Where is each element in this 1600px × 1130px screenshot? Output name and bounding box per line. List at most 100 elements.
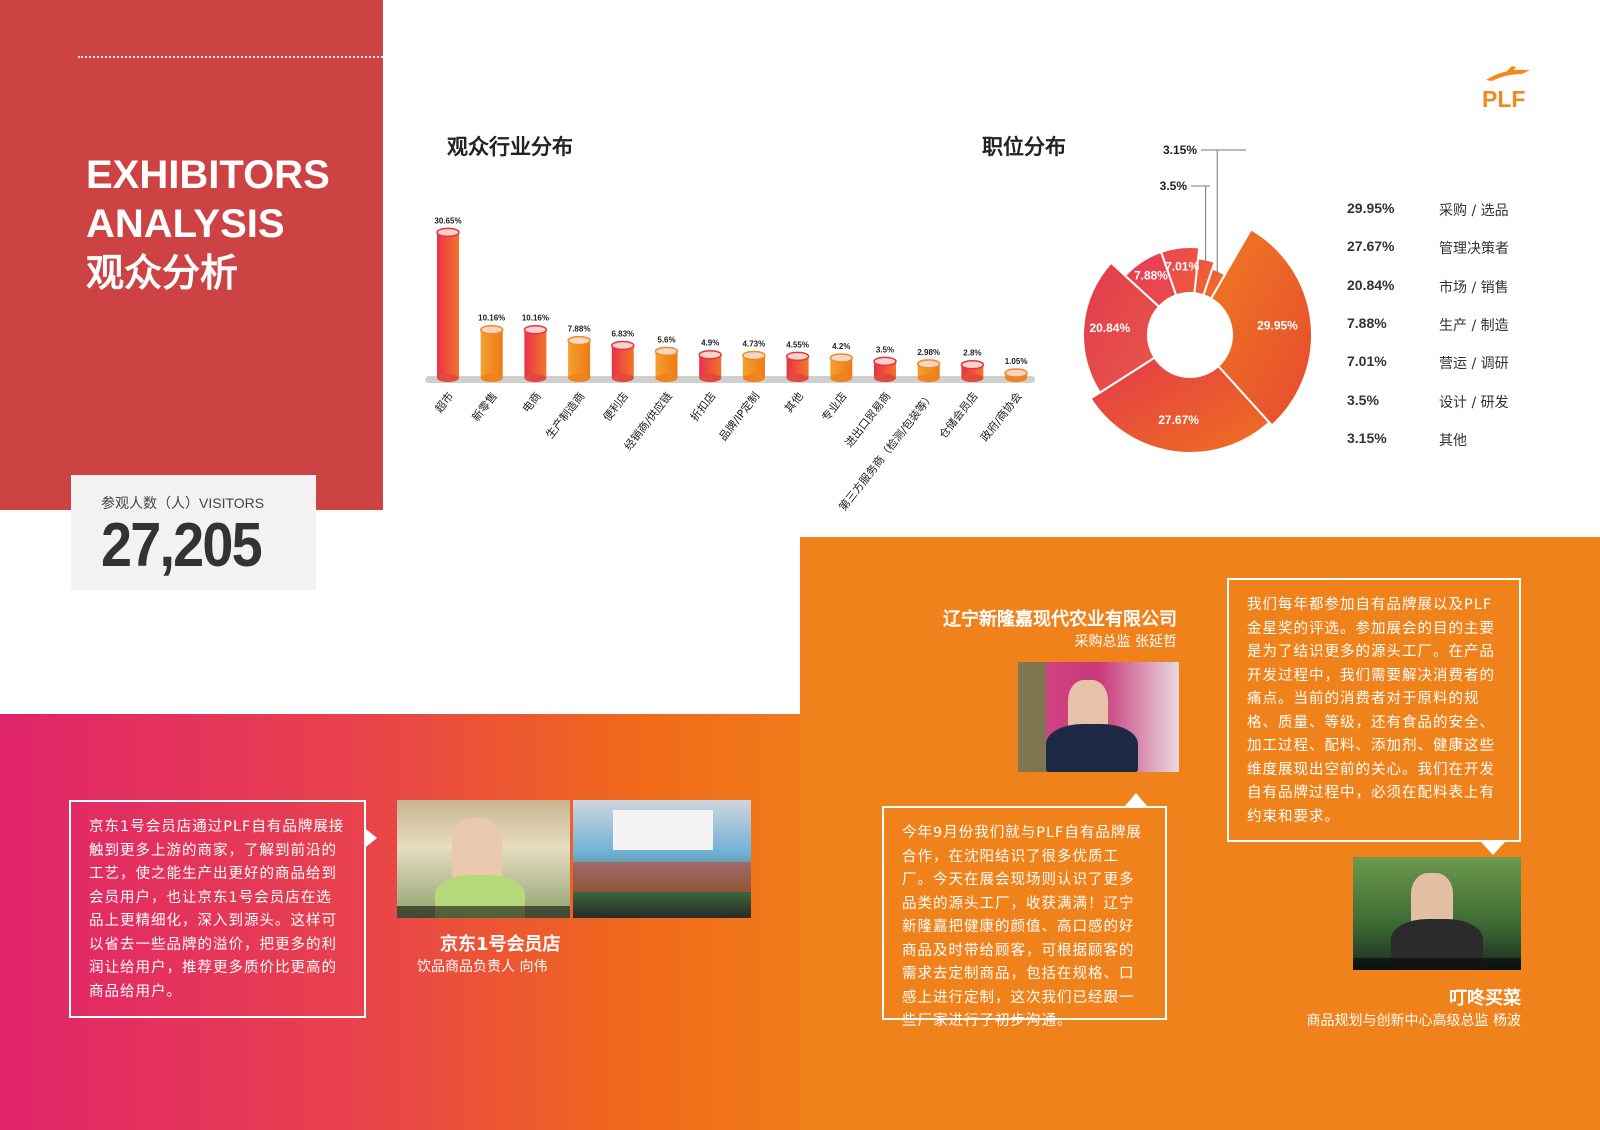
- bar-value-label: 4.2%: [832, 342, 850, 351]
- bar-12: [916, 359, 941, 382]
- ln-company-name: 辽宁新隆嘉现代农业有限公司: [943, 609, 1177, 630]
- legend-pct: 20.84%: [1347, 276, 1395, 293]
- legend-pct: 29.95%: [1347, 200, 1395, 216]
- pie-slice-label: 20.84%: [1089, 321, 1130, 335]
- plane-icon: [1486, 66, 1530, 81]
- pie-callout-line: [1205, 185, 1210, 264]
- page-title-en-line1: EXHIBITORS: [86, 153, 330, 197]
- ln-interview-photo: [1018, 662, 1179, 772]
- bar-category-label: 进出口贸易商: [842, 389, 894, 450]
- bar-value-label: 4.73%: [743, 340, 766, 349]
- bar-category-label: 政府/商协会: [977, 389, 1024, 444]
- legend-label: 采购 / 选品: [1439, 203, 1509, 219]
- dd-company-name: 叮咚买菜: [1449, 988, 1521, 1009]
- bar-category-label: 电商: [519, 389, 544, 415]
- testimonial-panel-right: [800, 537, 1600, 1130]
- bar-6: [654, 346, 679, 382]
- pie-slice-label: 29.95%: [1257, 319, 1298, 333]
- bar-category-label: 便利店: [600, 389, 631, 424]
- pie-callout-label: 3.5%: [1160, 179, 1188, 193]
- jd-booth-photo: [573, 800, 751, 918]
- pie-slice-3: [1082, 261, 1161, 394]
- bar-4: [567, 335, 591, 382]
- logo-text: PLF: [1482, 86, 1526, 112]
- legend-label: 其他: [1439, 432, 1467, 449]
- ln-quote-pointer: [1125, 793, 1147, 806]
- bar-7: [698, 349, 722, 382]
- bar-5: [611, 340, 635, 382]
- bar-category-label: 品牌/IP定制: [716, 389, 762, 443]
- bar-1: [436, 227, 460, 382]
- title-panel: EXHIBITORS ANALYSIS 观众分析: [0, 0, 383, 510]
- bar-value-label: 1.05%: [1005, 357, 1028, 366]
- pie-slice-label: 7.88%: [1134, 269, 1168, 283]
- pie-slice-2: [1089, 356, 1271, 454]
- bar-8: [742, 350, 766, 382]
- visitors-count: 27,205: [101, 511, 263, 580]
- jd-interview-photo: [397, 800, 570, 918]
- legend-pct: 3.15%: [1347, 429, 1387, 446]
- bar-category-label: 折扣店: [687, 389, 718, 424]
- chart-baseline: [425, 376, 1035, 383]
- bar-value-label: 7.88%: [568, 325, 591, 334]
- bar-category-label: 第三方服务商（检测/包装等）: [836, 389, 937, 513]
- legend-pct: 27.67%: [1347, 238, 1395, 255]
- jd-company-name: 京东1号会员店: [440, 934, 561, 955]
- legend-item: 27.67% 管理决策者: [1347, 238, 1547, 258]
- jd-quote-pointer: [366, 829, 377, 847]
- jd-quote-box: 京东1号会员店通过PLF自有品牌展接触到更多上游的商家，了解到前沿的工艺，使之能…: [69, 800, 366, 1018]
- legend-item: 29.95% 采购 / 选品: [1347, 200, 1547, 220]
- ln-quote-text: 今年9月份我们就与PLF自有品牌展合作，在沈阳结识了很多优质工厂。今天在展会现场…: [902, 825, 1142, 1029]
- page-title-cn: 观众分析: [86, 251, 239, 295]
- legend-label: 生产 / 制造: [1439, 317, 1509, 334]
- page-title-en-line2: ANALYSIS: [86, 202, 285, 246]
- position-donut-chart: 29.95% 27.67% 20.84% 7.88%7.01% 3.5% 3.15%: [1082, 143, 1313, 454]
- bar-2: [479, 324, 504, 382]
- industry-bar-chart: 30.65% 超市 10.16% 新零售 10.16% 电商 7.88% 生产制造商 6.83%…: [425, 216, 1035, 513]
- bar-value-label: 2.8%: [963, 349, 981, 358]
- legend-item: 3.15% 其他: [1347, 430, 1547, 450]
- dd-quote-box: 我们每年都参加自有品牌展以及PLF金星奖的评选。参加展会的目的主要是为了结识更多…: [1227, 578, 1521, 842]
- bar-value-label: 6.83%: [611, 330, 634, 339]
- bar-value-label: 4.9%: [701, 339, 719, 348]
- industry-chart-title: 观众行业分布: [447, 135, 573, 159]
- bar-value-label: 2.98%: [917, 348, 940, 357]
- bar-value-label: 30.65%: [434, 216, 461, 225]
- dd-speaker-role: 商品规划与创新中心高级总监 杨波: [1306, 1013, 1521, 1029]
- jd-speaker-role: 饮品商品负责人 向伟: [417, 959, 548, 975]
- bar-category-label: 其他: [782, 390, 806, 415]
- bar-3: [523, 324, 548, 382]
- dd-interview-photo: [1353, 857, 1521, 970]
- legend-pct: 7.01%: [1347, 353, 1387, 370]
- bar-value-label: 5.6%: [657, 335, 675, 344]
- legend-label: 设计 / 研发: [1439, 394, 1509, 411]
- bar-category-label: 超市: [432, 389, 457, 415]
- pie-callout-label: 3.15%: [1163, 143, 1197, 157]
- pie-slice-label: 7.01%: [1165, 259, 1199, 273]
- bar-13: [960, 359, 985, 382]
- legend-item: 7.01% 营运 / 调研: [1347, 353, 1547, 373]
- bar-11: [873, 356, 897, 382]
- legend-pct: 7.88%: [1347, 314, 1387, 331]
- legend-item: 3.5% 设计 / 研发: [1347, 392, 1547, 412]
- bar-value-label: 10.16%: [522, 314, 549, 323]
- decorative-rule: [78, 56, 383, 60]
- ln-quote-box: 今年9月份我们就与PLF自有品牌展合作，在沈阳结识了很多优质工厂。今天在展会现场…: [882, 806, 1167, 1029]
- bar-10: [829, 353, 854, 382]
- legend-item: 20.84% 市场 / 销售: [1347, 277, 1547, 297]
- dd-quote-pointer: [1481, 842, 1505, 855]
- bar-category-label: 仓储会员店: [936, 389, 981, 441]
- legend-pct: 3.5%: [1347, 391, 1379, 408]
- pie-slice-1: [1209, 227, 1313, 427]
- visitors-card: 参观人数（人）VISITORS 27,205: [71, 475, 316, 590]
- pie-slice-label: 27.67%: [1158, 413, 1199, 427]
- bar-value-label: 4.55%: [786, 340, 809, 349]
- bar-category-label: 专业店: [818, 389, 849, 424]
- bar-value-label: 10.16%: [478, 314, 505, 323]
- visitors-label: 参观人数（人）VISITORS: [101, 495, 265, 511]
- bar-9: [785, 351, 810, 382]
- plf-logo: PLF: [1482, 64, 1542, 114]
- position-chart-title: 职位分布: [982, 135, 1066, 159]
- bar-14: [1004, 368, 1028, 382]
- legend-label: 营运 / 调研: [1439, 356, 1509, 373]
